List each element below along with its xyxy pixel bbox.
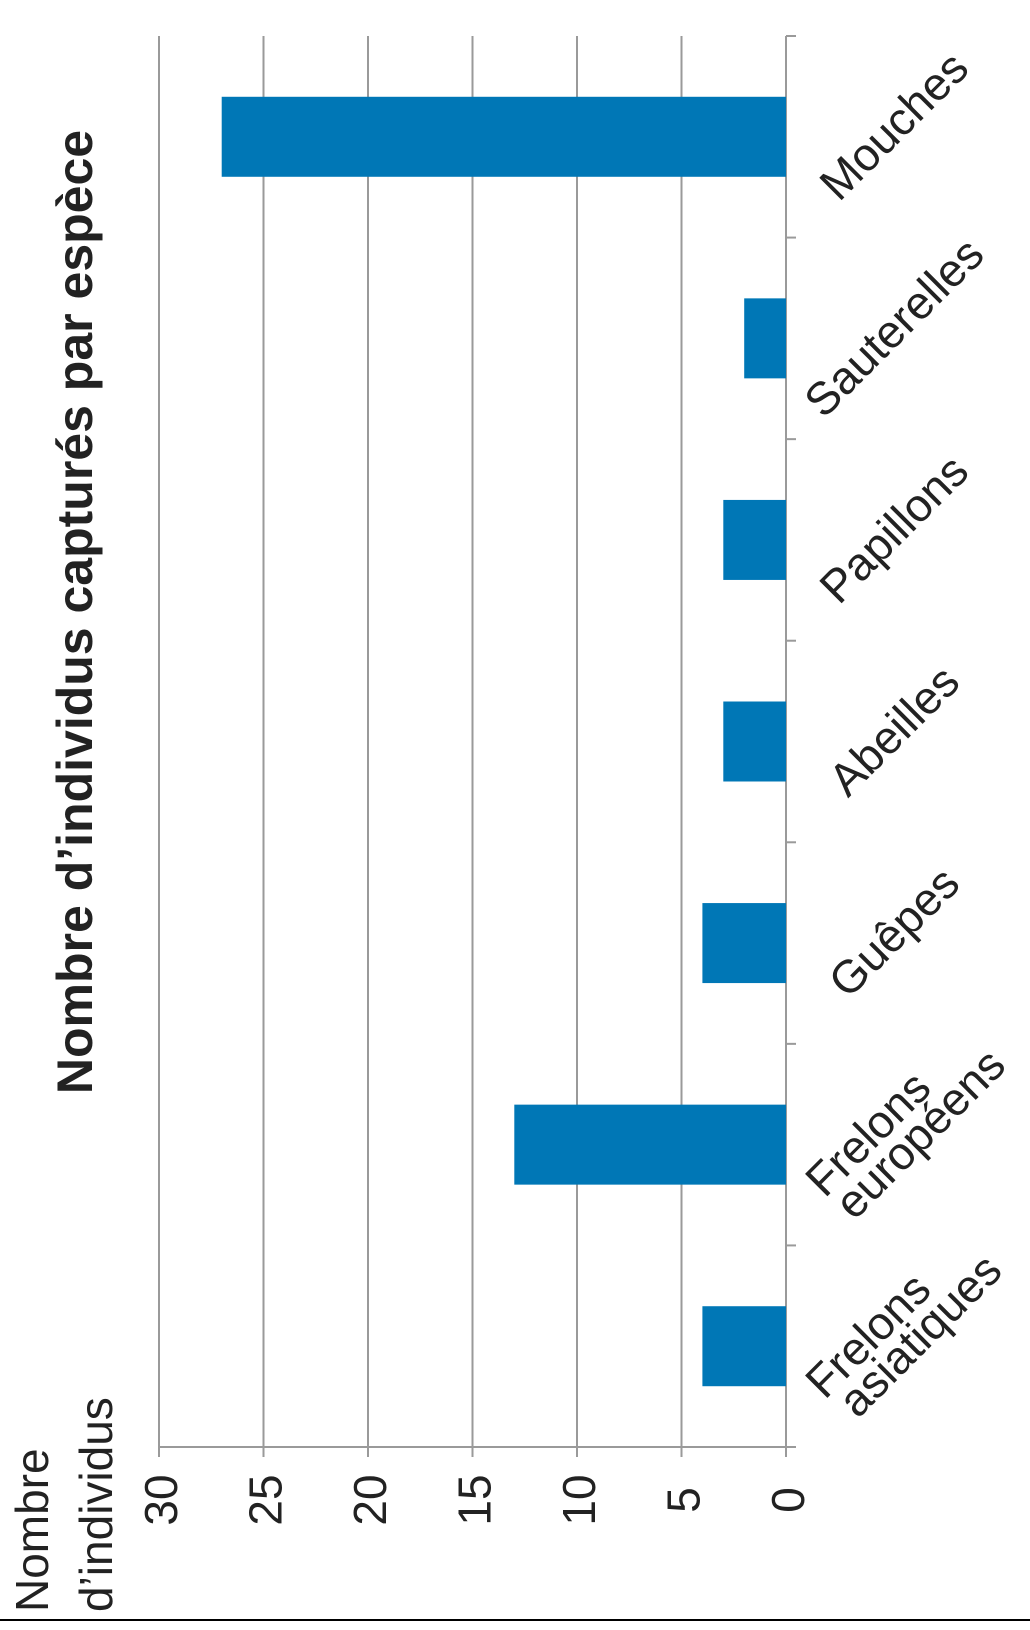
value-tick-label: 25 — [240, 1474, 292, 1525]
bottom-rule — [0, 1619, 1030, 1621]
category-label: Mouches — [809, 41, 978, 210]
category-label: Abeilles — [818, 655, 969, 806]
value-axis-label: Nombre — [6, 1448, 58, 1612]
bar-sauterelles — [744, 298, 786, 379]
category-label: Guêpes — [818, 856, 969, 1007]
value-tick-label: 5 — [658, 1487, 710, 1513]
category-label: Papillons — [809, 444, 978, 613]
value-tick-label: 10 — [553, 1474, 605, 1525]
value-tick-label: 15 — [449, 1474, 501, 1525]
category-label: Sauterelles — [794, 227, 994, 427]
bar-frelons-européens — [514, 1104, 786, 1185]
bar-frelons-asiatiques — [702, 1306, 786, 1387]
bar-papillons — [723, 499, 786, 580]
bar-abeilles — [723, 701, 786, 782]
bar-mouches — [221, 96, 786, 177]
value-axis-label: d’individus — [70, 1397, 122, 1612]
value-tick-label: 30 — [135, 1474, 187, 1525]
value-tick-label: 20 — [344, 1474, 396, 1525]
bar-guêpes — [702, 903, 786, 984]
plot-area: 051015202530FrelonsasiatiquesFrelonseuro… — [6, 35, 1015, 1612]
chart-title: Nombre d’individus capturés par espèce — [47, 130, 103, 1094]
value-tick-label: 0 — [762, 1487, 814, 1513]
